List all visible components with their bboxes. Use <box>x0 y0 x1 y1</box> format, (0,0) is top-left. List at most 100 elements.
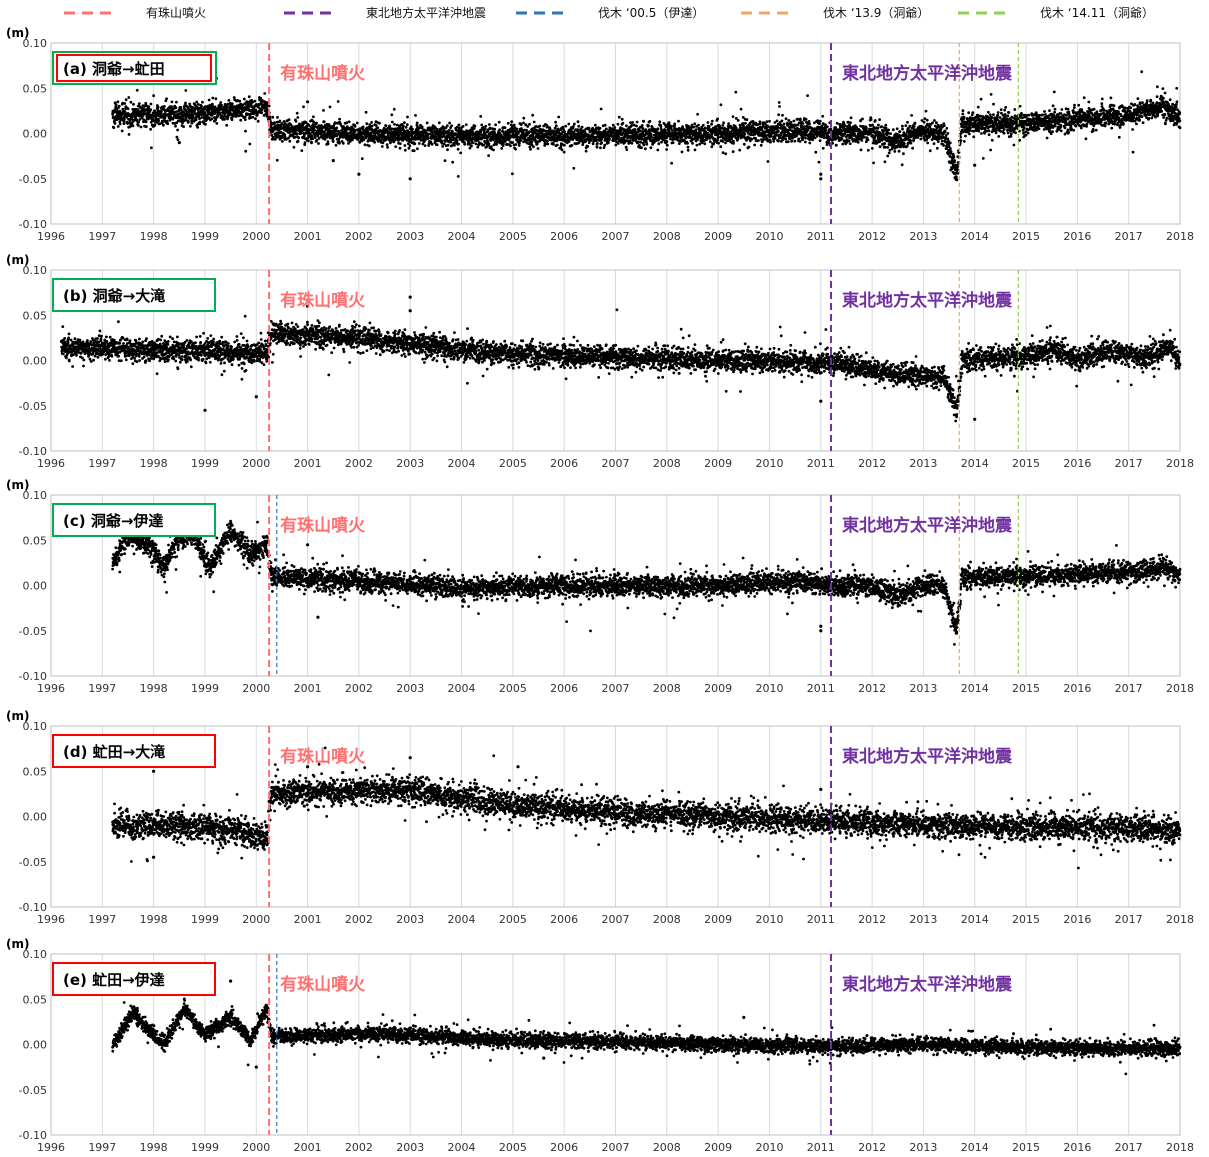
data-point <box>489 145 493 149</box>
x-tick-label: 2008 <box>653 230 681 243</box>
data-point <box>818 119 822 123</box>
data-point <box>776 129 780 133</box>
data-point <box>932 142 936 146</box>
data-point <box>727 122 730 126</box>
data-point <box>386 146 389 149</box>
data-point <box>159 110 163 114</box>
data-point <box>923 117 927 120</box>
data-point <box>567 122 571 126</box>
data-point <box>313 128 316 132</box>
data-point <box>448 129 451 132</box>
data-point <box>777 101 781 104</box>
data-point <box>198 117 201 121</box>
data-point <box>175 100 178 104</box>
data-point <box>616 142 620 145</box>
data-point <box>946 132 950 135</box>
data-point <box>238 99 242 103</box>
data-point <box>614 143 618 147</box>
data-point <box>361 125 365 129</box>
data-point <box>511 141 515 144</box>
data-point <box>637 140 640 144</box>
x-tick-label: 2013 <box>909 230 937 243</box>
data-point <box>905 144 909 148</box>
data-point <box>170 105 174 108</box>
data-point <box>114 103 118 107</box>
data-point <box>113 119 116 122</box>
data-point <box>326 142 330 146</box>
data-point <box>254 117 257 121</box>
data-point <box>608 137 611 141</box>
data-point <box>139 125 143 129</box>
data-point <box>335 126 339 130</box>
data-point <box>617 115 621 119</box>
x-tick-label: 2002 <box>345 230 373 243</box>
data-point <box>479 115 483 118</box>
data-point <box>459 151 463 155</box>
data-point <box>645 142 649 146</box>
data-point <box>127 96 131 99</box>
data-point <box>695 143 699 147</box>
data-point <box>716 117 719 121</box>
data-point <box>635 124 638 128</box>
data-point <box>169 111 173 115</box>
data-point <box>909 141 913 145</box>
data-point <box>586 145 590 148</box>
data-point <box>514 143 518 146</box>
data-point <box>797 137 801 141</box>
data-point <box>895 127 899 131</box>
data-point <box>698 142 702 146</box>
data-point <box>669 125 673 128</box>
data-point <box>906 120 909 124</box>
data-point <box>940 139 944 143</box>
data-point <box>912 125 916 128</box>
data-point <box>223 118 226 121</box>
data-point <box>247 95 251 99</box>
legend-label: 伐木 ‘13.9（洞爺） <box>823 6 929 20</box>
data-point <box>317 142 320 145</box>
data-point <box>116 125 120 128</box>
panel: 0.100.050.00-0.05-0.10(m)1996 1997 1998 199… <box>6 26 1194 243</box>
data-point <box>873 119 877 122</box>
data-point <box>112 126 116 129</box>
x-tick-label: 2014 <box>961 230 989 243</box>
data-point <box>448 121 451 125</box>
data-point <box>753 143 756 147</box>
data-point <box>747 145 751 149</box>
data-point <box>322 120 326 124</box>
data-point <box>717 141 720 145</box>
data-point <box>710 122 713 126</box>
data-point <box>195 100 199 104</box>
data-point <box>949 150 953 154</box>
data-point <box>515 127 519 131</box>
data-point <box>174 124 177 128</box>
data-point <box>135 88 139 92</box>
data-point <box>153 123 157 126</box>
data-point <box>191 113 195 117</box>
data-point <box>719 145 723 149</box>
data-point <box>276 116 279 119</box>
data-point <box>804 117 808 121</box>
data-point <box>214 118 218 122</box>
data-point <box>742 142 746 146</box>
y-tick-label: -0.10 <box>19 218 47 231</box>
data-point <box>187 108 191 111</box>
data-point <box>721 140 725 143</box>
data-point <box>777 113 781 117</box>
data-point <box>131 124 135 128</box>
data-point <box>374 124 378 127</box>
data-point <box>913 121 917 125</box>
data-point <box>658 120 662 124</box>
data-point <box>166 122 170 126</box>
y-tick-label: -0.05 <box>19 173 47 186</box>
data-point <box>162 123 165 127</box>
data-point <box>908 124 912 128</box>
data-point <box>171 121 175 125</box>
data-point <box>152 94 156 98</box>
x-tick-label: 2011 <box>807 230 835 243</box>
data-point <box>204 122 207 126</box>
data-point <box>628 139 632 143</box>
data-point <box>358 127 362 130</box>
data-point <box>194 104 197 107</box>
data-point <box>123 118 126 121</box>
